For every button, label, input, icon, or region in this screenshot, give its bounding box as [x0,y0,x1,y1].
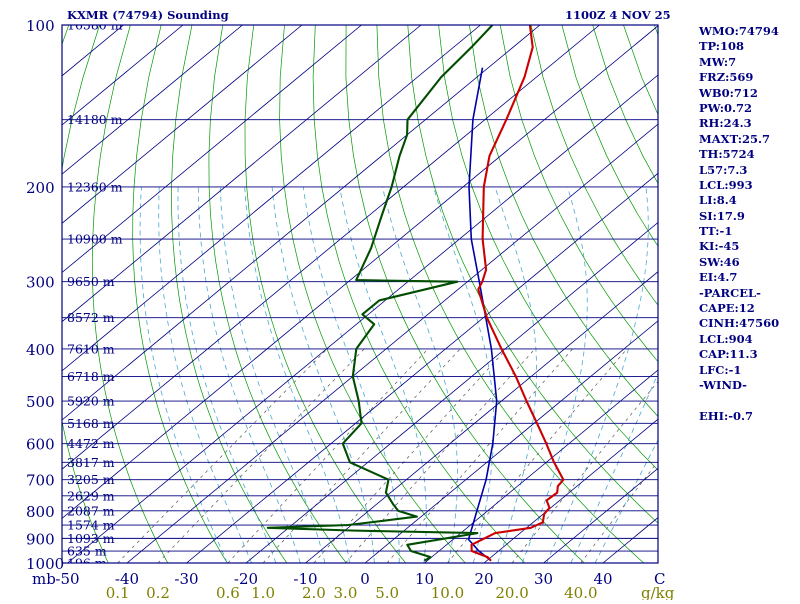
index-value: LI:8.4 [699,193,779,208]
dry-adiabat [408,25,717,574]
mixing-ratio-line [512,349,685,563]
height-label: 12360 m [67,179,123,194]
plot-frame [62,25,658,563]
mixing-ratio-tick-label: 0.1 [106,584,130,600]
mixing-ratio-tick-label: 40.0 [564,584,597,600]
index-value: SI:17.9 [699,209,779,224]
index-value: WB0:712 [699,86,779,101]
mixing-unit-label: g/kg [641,584,675,600]
pressure-tick-label: 200 [26,179,55,197]
valid-time: 1100Z 4 NOV 25 [565,8,671,22]
mixing-ratio-tick-label: 2.0 [302,584,326,600]
dry-adiabat [778,25,800,574]
index-value: MW:7 [699,55,779,70]
mixing-ratio-tick-label: 3.0 [334,584,358,600]
index-value: TT:-1 [699,224,779,239]
height-label: 3817 m [67,455,115,470]
height-label: 9650 m [67,274,115,289]
index-value: CINH:47560 [699,316,779,331]
height-label: 10900 m [67,232,123,247]
index-value: CAP:11.3 [699,347,779,362]
isotherm [68,25,719,563]
temperature-tick-label: 20 [474,570,493,588]
pressure-tick-label: 400 [26,341,55,359]
dry-adiabat [209,25,355,574]
index-value: MAXT:25.7 [699,132,779,147]
index-value: WMO:74794 [699,24,779,39]
height-label: 6718 m [67,369,115,384]
dry-adiabat [0,25,38,574]
index-value: EHI:-0.7 [699,409,779,424]
dry-adiabat [280,25,476,574]
height-label: 3205 m [67,472,115,487]
moist-adiabat [522,187,587,563]
pressure-unit-label: mb [32,570,56,588]
mixing-ratio-tick-label: 5.0 [375,584,399,600]
isotherm [127,25,778,563]
index-value: SW:46 [699,255,779,270]
index-value: PW:0.72 [699,101,779,116]
mixing-ratio-line [447,349,627,563]
pressure-tick-label: 100 [26,17,55,35]
parcel-line [469,68,497,561]
height-label: 7610 m [67,341,115,356]
pressure-tick-label: 300 [26,274,55,292]
mixing-ratio-tick-label: 1.0 [251,584,275,600]
index-value: KI:-45 [699,239,779,254]
moist-adiabat [303,187,399,563]
pressure-tick-label: 900 [26,530,55,548]
index-value: L57:7.3 [699,163,779,178]
isotherm [0,25,421,563]
height-label: 8572 m [67,310,115,325]
temperature-tick-label: -50 [55,570,79,588]
height-label: 2629 m [67,488,115,503]
index-value: -PARCEL- [699,286,779,301]
temperature-tick-label: 0 [360,570,370,588]
station-title: KXMR (74794) Sounding [67,8,229,22]
height-label: 5920 m [67,394,115,409]
dry-adiabat [172,25,295,574]
index-value: LCL:904 [699,332,779,347]
dry-adiabat [6,25,69,574]
mixing-ratio-tick-label: 10.0 [431,584,464,600]
index-value: CAPE:12 [699,301,779,316]
pressure-tick-label: 700 [26,472,55,490]
index-value: TP:108 [699,39,779,54]
height-label: 4472 m [67,436,115,451]
temperature-tick-label: -30 [174,570,198,588]
index-value [699,393,779,408]
index-value: RH:24.3 [699,116,779,131]
height-label: 2087 m [67,503,115,518]
pressure-tick-label: 500 [26,393,55,411]
moist-adiabat [140,187,227,563]
dewpoint-line [268,25,493,561]
height-label: 5168 m [67,416,115,431]
index-value: TH:5724 [699,147,779,162]
dry-adiabat [313,25,536,574]
index-value: FRZ:569 [699,70,779,85]
pressure-tick-label: 600 [26,436,55,454]
dry-adiabat [245,25,415,574]
mixing-ratio-tick-label: 0.2 [146,584,170,600]
mixing-ratio-line [118,349,328,563]
temperature-tick-label: 30 [534,570,553,588]
index-value: EI:4.7 [699,270,779,285]
pressure-tick-label: 800 [26,503,55,521]
mixing-ratio-tick-label: 0.6 [216,584,240,600]
index-value: LCL:993 [699,178,779,193]
mixing-ratio-tick-label: 20.0 [495,584,528,600]
index-value: -WIND- [699,378,779,393]
index-value: LFC:-1 [699,363,779,378]
height-label: 14180 m [67,112,123,127]
moist-adiabat [178,187,276,563]
moist-adiabat [272,187,374,563]
